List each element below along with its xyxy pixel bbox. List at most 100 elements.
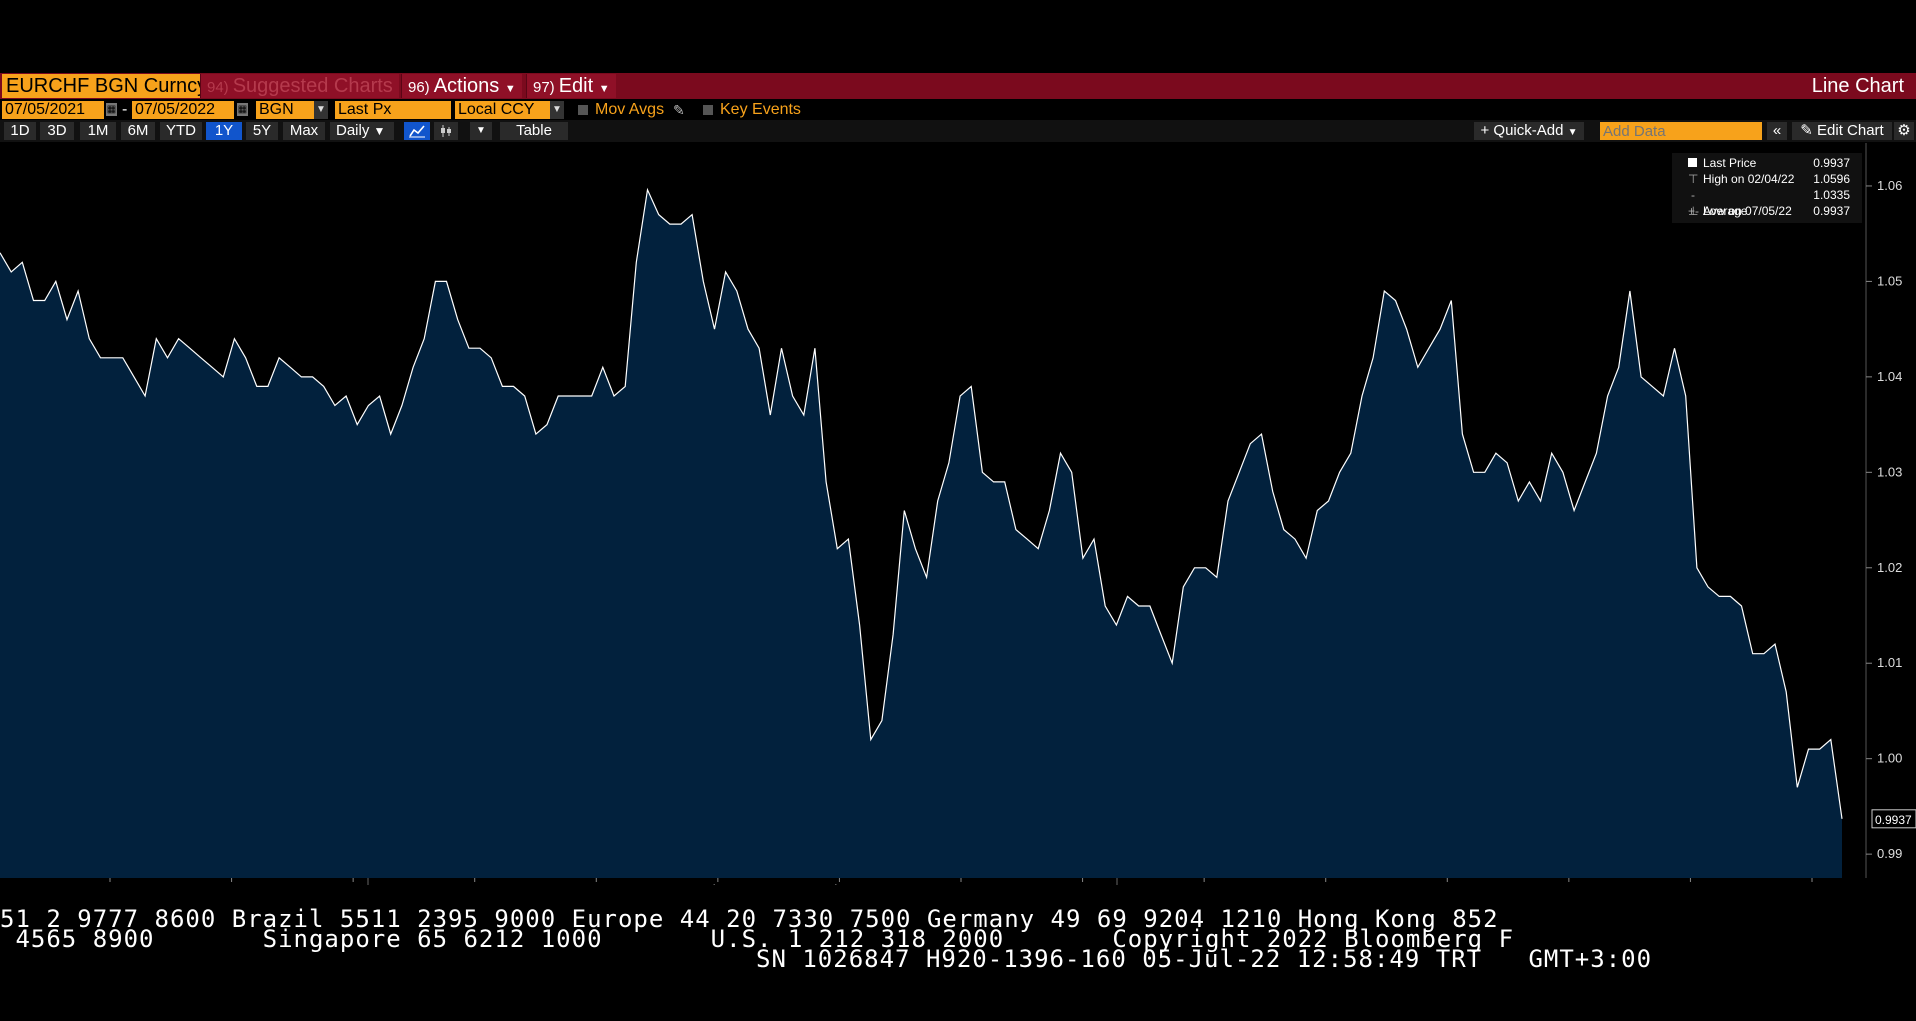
double-chevron-left-icon[interactable]: «	[1767, 122, 1787, 140]
range-3d-button[interactable]: 3D	[40, 122, 74, 140]
edit-chart-button[interactable]: ✎ Edit Chart	[1792, 122, 1892, 140]
last-value-label: 0.9937	[1875, 813, 1912, 827]
quick-add-button[interactable]: + Quick-Add ▼	[1474, 122, 1584, 140]
title-bar: EURCHF BGN Curncy 94) Suggested Charts 96…	[0, 73, 1916, 99]
start-date-field[interactable]: 07/05/2021	[2, 101, 104, 119]
key-events-label[interactable]: Key Events	[720, 101, 801, 118]
x-tick-label: Apr 29	[1307, 882, 1345, 885]
high-marker-icon: ⊤	[1688, 172, 1699, 186]
edit-label: Edit	[558, 75, 594, 97]
legend-low-label: Low on 07/05/22	[1703, 204, 1792, 218]
currency-selector[interactable]: Local CCY	[455, 101, 555, 119]
gear-icon[interactable]: ⚙	[1894, 122, 1914, 140]
add-data-input[interactable]	[1600, 122, 1762, 140]
legend-average: -+- Average 1.0335	[1678, 187, 1858, 218]
legend-high: ⊤ High on 02/04/22 1.0596	[1678, 171, 1858, 187]
x-tick-label: Mar 31	[1062, 882, 1102, 885]
currency-dropdown-icon[interactable]: ▼	[550, 101, 564, 119]
x-tick-label: Mar 15	[941, 882, 981, 885]
price-chart[interactable]: 1.06 1.05 1.04 1.03 1.02 1.01 1.00 0.99 0.9937 N…	[0, 143, 1916, 885]
edit-menu[interactable]: 97) Edit ▼	[526, 74, 616, 98]
range-1y-button[interactable]: 1Y	[206, 122, 242, 140]
average-marker-icon: -+-	[1688, 188, 1700, 218]
triangle-down-icon: ▼	[373, 124, 386, 138]
series-line	[0, 187, 1843, 819]
legend-last-value: 0.9937	[1813, 156, 1850, 170]
range-ytd-button[interactable]: YTD	[160, 122, 202, 140]
key-events-checkbox[interactable]	[703, 105, 713, 115]
range-1m-button[interactable]: 1M	[80, 122, 116, 140]
legend-avg-value: 1.0335	[1813, 188, 1850, 202]
legend-high-value: 1.0596	[1813, 172, 1850, 186]
frequency-label: Daily	[336, 122, 370, 139]
x-tick-label: Jan 14	[455, 882, 494, 885]
y-tick-label: 1.02	[1877, 560, 1902, 575]
square-icon	[1688, 158, 1697, 167]
range-max-button[interactable]: Max	[283, 122, 325, 140]
y-tick-label: 0.99	[1877, 846, 1902, 861]
plus-icon: +	[1480, 122, 1490, 139]
x-tick-label: Dec 15	[211, 882, 252, 885]
x-tick-label: Feb 28	[819, 882, 859, 885]
y-tick-label: 1.06	[1877, 178, 1902, 193]
edit-num: 97)	[533, 79, 555, 96]
x-tick-label: Feb 14	[698, 882, 738, 885]
legend-last-price: Last Price 0.9937	[1678, 155, 1858, 171]
footer-session-line: SN 1026847 H920-1396-160 05-Jul-22 12:58…	[756, 945, 1653, 973]
calendar-icon[interactable]: ▦	[106, 103, 117, 116]
chevron-down-icon: ▼	[1567, 127, 1578, 138]
suggested-charts-menu[interactable]: 94) Suggested Charts	[200, 74, 399, 98]
chart-legend: Last Price 0.9937 ⊤ High on 02/04/22 1.0596…	[1672, 153, 1862, 223]
edit-chart-label: Edit Chart	[1817, 122, 1884, 139]
chart-style-dropdown-icon[interactable]: ▼	[470, 122, 492, 140]
candlestick-icon[interactable]	[434, 122, 458, 140]
y-axis: 1.06 1.05 1.04 1.03 1.02 1.01 1.00 0.99 0.9937	[1865, 143, 1916, 878]
x-tick-label: Apr 15	[1185, 882, 1223, 885]
chart-type-label: Line Chart	[1811, 75, 1904, 97]
security-ticker[interactable]: EURCHF BGN Curncy	[2, 74, 212, 98]
calendar-icon[interactable]: ▦	[237, 103, 248, 116]
legend-low: ⊥ Low on 07/05/22 0.9937	[1678, 203, 1858, 219]
suggested-charts-label: Suggested Charts	[232, 75, 393, 97]
pencil-icon[interactable]: ✎	[673, 102, 685, 118]
x-tick-label: Nov 30	[89, 882, 130, 885]
chart-controls-row: 07/05/2021 ▦ - 07/05/2022 ▦ BGN ▼ Last P…	[0, 100, 1916, 120]
x-tick-label: May 31	[1548, 882, 1591, 885]
source-dropdown-icon[interactable]: ▼	[314, 101, 328, 119]
chevron-down-icon: ▼	[504, 83, 516, 95]
x-tick-label: Jan 31	[577, 882, 616, 885]
end-date-field[interactable]: 07/05/2022	[132, 101, 234, 119]
table-button[interactable]: Table	[500, 122, 568, 140]
legend-high-label: High on 02/04/22	[1703, 172, 1795, 186]
field-selector[interactable]: Last Px	[335, 101, 451, 119]
range-1d-button[interactable]: 1D	[4, 122, 36, 140]
y-tick-label: 1.05	[1877, 273, 1902, 288]
range-5y-button[interactable]: 5Y	[246, 122, 278, 140]
range-6m-button[interactable]: 6M	[121, 122, 155, 140]
suggested-charts-num: 94)	[207, 79, 229, 96]
chevron-down-icon: ▼	[598, 83, 610, 95]
frequency-dropdown[interactable]: Daily ▼	[330, 122, 394, 140]
actions-label: Actions	[433, 75, 500, 97]
line-chart-icon[interactable]	[404, 122, 430, 140]
x-axis: Nov 30 Dec 15 Dec 31 Jan 14 Jan 31 Feb 14 Feb …	[89, 878, 1832, 885]
series-area	[0, 189, 1842, 879]
footer-contact-line-2: 4565 8900 Singapore 65 6212 1000 U.S. 1 …	[0, 925, 1515, 953]
y-tick-label: 1.03	[1877, 464, 1902, 479]
plot-area	[0, 187, 1843, 879]
low-marker-icon: ⊥	[1688, 204, 1699, 218]
legend-low-value: 0.9937	[1813, 204, 1850, 218]
mov-avgs-label[interactable]: Mov Avgs	[595, 101, 665, 118]
footer-contact-line-1: 51 2 9777 8600 Brazil 5511 2395 9000 Eur…	[0, 905, 1499, 933]
y-tick-label: 1.00	[1877, 751, 1902, 766]
source-field[interactable]: BGN	[256, 101, 316, 119]
x-tick-label: Jun 15	[1671, 882, 1710, 885]
y-tick-label: 1.01	[1877, 655, 1902, 670]
mov-avgs-checkbox[interactable]	[578, 105, 588, 115]
pencil-icon: ✎	[1800, 122, 1813, 139]
date-separator: -	[122, 101, 128, 118]
actions-menu[interactable]: 96) Actions ▼	[401, 74, 522, 98]
chart-toolbar: 1D 3D 1M 6M YTD 1Y 5Y Max Daily ▼ ▼ Tabl…	[0, 120, 1916, 142]
actions-num: 96)	[408, 79, 430, 96]
last-value-box	[1871, 809, 1916, 829]
